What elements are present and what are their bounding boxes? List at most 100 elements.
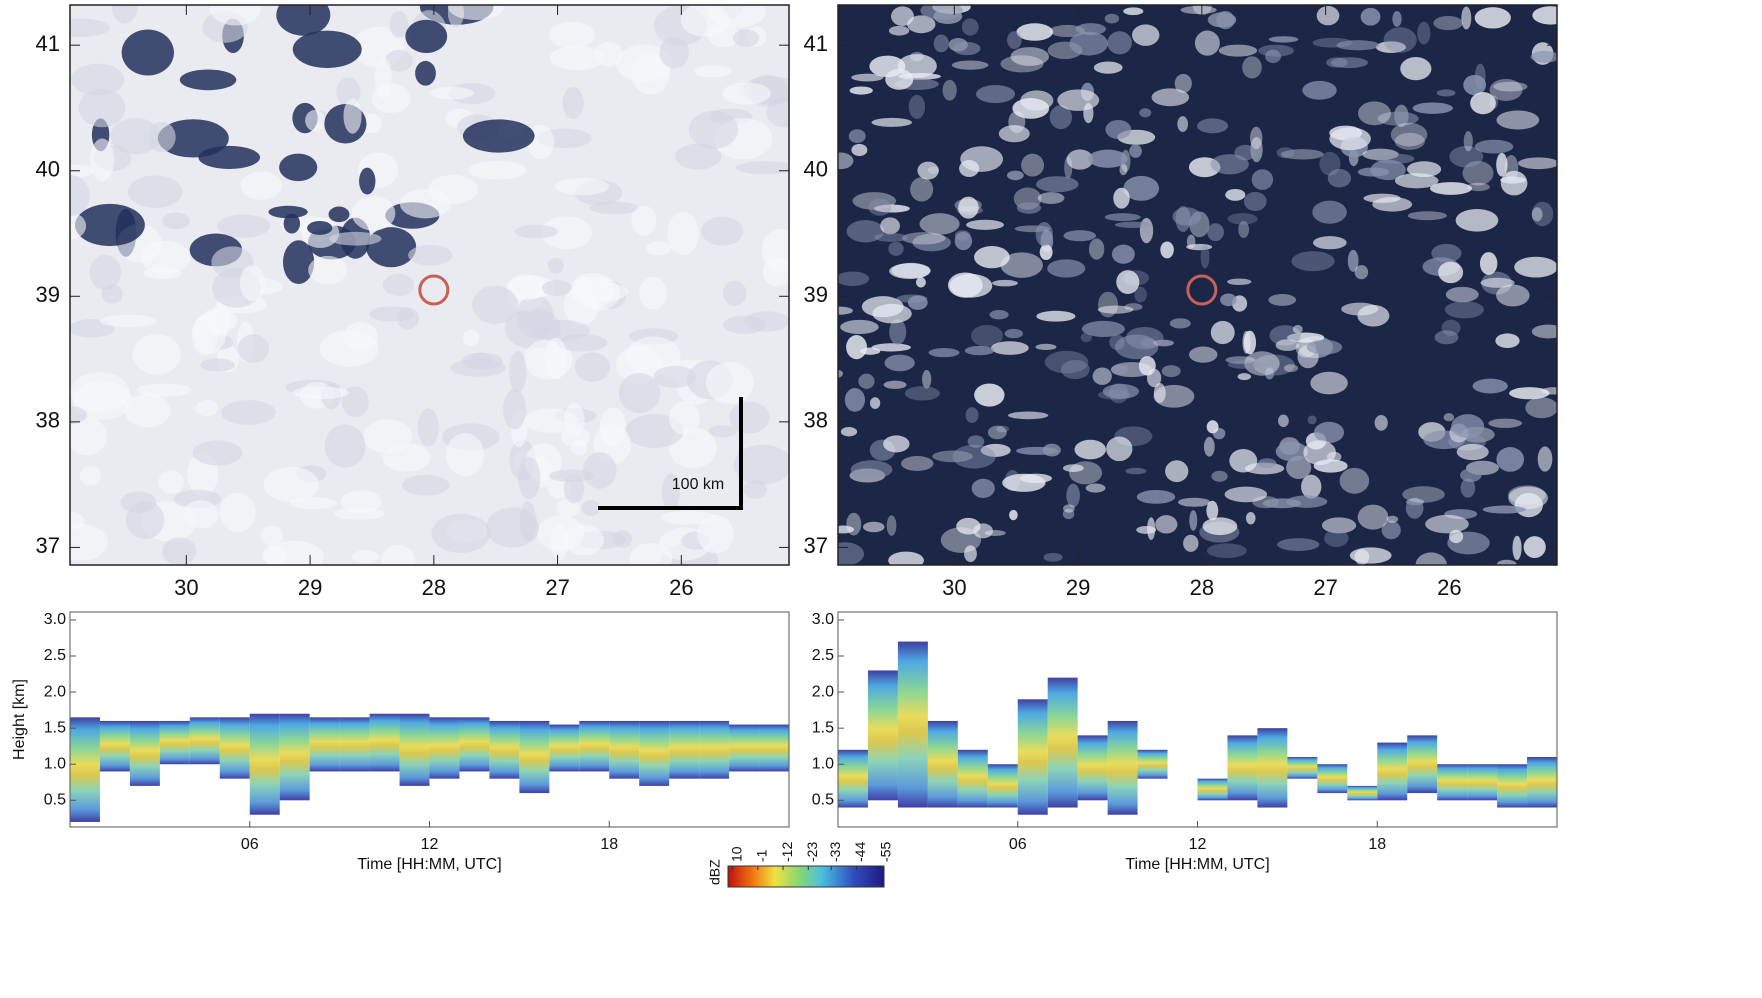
cloud-texture	[1392, 11, 1402, 27]
cloud-texture	[987, 425, 1007, 440]
cloud-texture	[1200, 244, 1210, 269]
ocean-patch	[405, 19, 448, 54]
scale-bar-label: 100 km	[672, 476, 724, 493]
cloud-texture	[1496, 110, 1540, 130]
radar-echo	[1227, 735, 1258, 801]
cloud-texture	[308, 255, 348, 285]
satellite-image	[838, 5, 1557, 565]
cloud-texture	[361, 113, 382, 134]
cloud-texture	[888, 551, 924, 565]
cloud-texture	[363, 419, 413, 454]
cloud-texture	[1493, 81, 1528, 92]
cloud-texture	[615, 44, 673, 83]
colorbar-tick-label: -44	[852, 842, 868, 862]
x-tick-label: 27	[545, 575, 569, 600]
cloud-texture	[239, 265, 266, 302]
cloud-texture	[70, 175, 90, 217]
colorbar-tick-label: 10	[728, 846, 744, 862]
cloud-texture	[688, 110, 739, 149]
cloud-texture	[1357, 167, 1390, 177]
cloud-texture	[1129, 144, 1142, 158]
y-tick-label: 38	[36, 408, 60, 433]
cloud-texture	[888, 241, 904, 256]
cloud-texture	[1194, 30, 1220, 56]
cloud-texture	[840, 426, 858, 437]
cloud-texture	[70, 417, 108, 456]
cloud-texture	[1500, 170, 1528, 196]
cloud-texture	[1227, 278, 1252, 286]
radar-echo	[729, 724, 760, 772]
cloud-texture	[840, 319, 879, 335]
radar-echo	[1077, 735, 1108, 801]
cloud-texture	[1238, 221, 1250, 239]
cloud-texture	[1540, 387, 1557, 395]
cloud-texture	[1405, 497, 1424, 519]
cloud-texture	[1075, 23, 1106, 36]
cloud-texture	[1063, 230, 1097, 242]
cloud-texture	[618, 373, 661, 414]
x-tick-label: 30	[174, 575, 198, 600]
radar-echo	[1047, 677, 1078, 808]
cloud-texture	[1147, 517, 1156, 541]
cloud-texture	[920, 5, 963, 20]
y-tick-label: 1.0	[812, 755, 834, 772]
cloud-texture	[933, 34, 949, 53]
cloud-texture	[904, 386, 940, 401]
cloud-texture	[874, 204, 910, 213]
cloud-texture	[850, 460, 893, 479]
cloud-texture	[1220, 293, 1237, 307]
radar-echo	[1527, 757, 1557, 808]
cloud-texture	[1016, 202, 1042, 214]
cloud-texture	[1349, 547, 1392, 564]
radar-echo	[987, 764, 1018, 808]
cloud-texture	[1066, 149, 1094, 170]
cloud-texture	[289, 497, 338, 510]
cloud-texture	[1283, 364, 1299, 373]
cloud-texture	[1383, 27, 1417, 53]
cloud-texture	[1449, 145, 1484, 168]
cloud-texture	[89, 254, 122, 290]
radar-echo	[189, 717, 220, 765]
radar-echo	[219, 717, 250, 779]
cloud-texture	[447, 5, 504, 21]
cloud-texture	[1047, 259, 1086, 278]
radar-echo	[309, 717, 340, 772]
cloud-texture	[1496, 446, 1524, 472]
cloud-texture	[1008, 111, 1026, 133]
cloud-texture	[71, 63, 125, 96]
cloud-texture	[932, 450, 973, 463]
cloud-texture	[1004, 328, 1024, 339]
cloud-texture	[980, 443, 1011, 457]
cloud-texture	[1049, 105, 1073, 130]
colorbar-tick-label: -55	[877, 842, 893, 862]
frame	[69, 4, 790, 566]
cloud-texture	[919, 213, 960, 235]
cloud-texture	[1161, 365, 1181, 378]
cloud-texture	[1312, 200, 1347, 224]
cloud-texture	[1242, 56, 1262, 79]
cloud-texture	[209, 5, 261, 26]
x-axis-label: Time [HH:MM, UTC]	[1125, 856, 1269, 873]
cloud-texture	[1292, 324, 1303, 334]
cloud-texture	[966, 219, 1004, 230]
cloud-texture	[1523, 536, 1546, 559]
cloud-texture	[1287, 332, 1325, 343]
radar-echo	[1317, 764, 1348, 794]
cloud-texture	[1234, 144, 1257, 161]
cloud-texture	[1244, 351, 1280, 376]
radar-echo	[669, 720, 700, 779]
cloud-texture	[1324, 529, 1349, 548]
cloud-texture	[1202, 517, 1238, 536]
cloud-texture	[976, 85, 1016, 104]
cloud-texture	[562, 87, 584, 120]
radar-echo	[867, 670, 898, 801]
cloud-texture	[446, 432, 485, 477]
colorbar-tick-label: -1	[754, 849, 770, 862]
cloud-texture	[120, 491, 157, 514]
cloud-texture	[574, 352, 610, 382]
cloud-texture	[838, 271, 870, 287]
cloud-texture	[974, 246, 1010, 269]
cloud-texture	[343, 321, 378, 352]
cloud-texture	[1443, 413, 1455, 422]
